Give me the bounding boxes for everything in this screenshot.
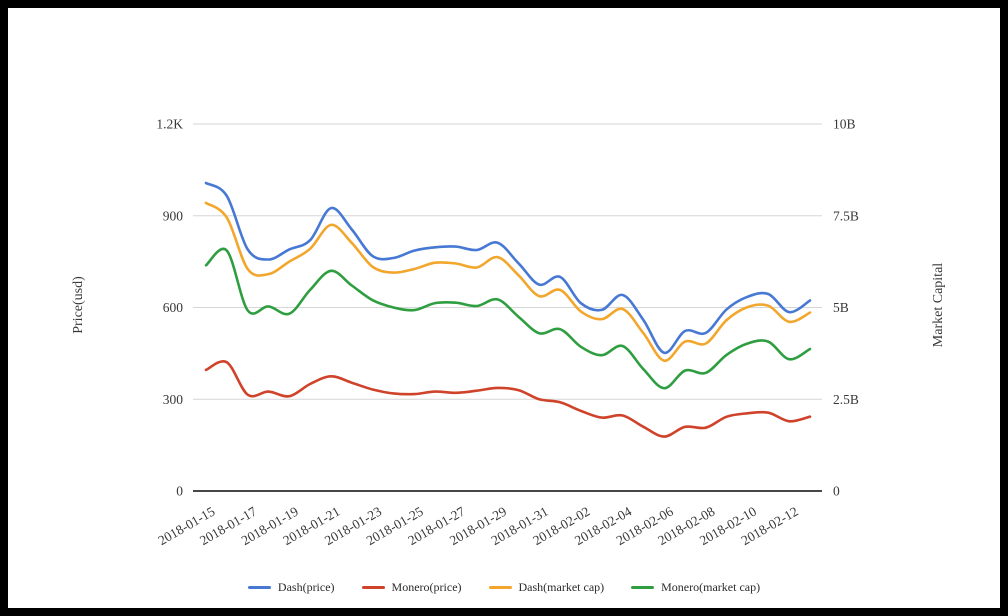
y-tick-label-left: 0 — [176, 484, 183, 499]
legend-swatch-monero-price — [361, 586, 385, 589]
legend-swatch-monero-market-cap — [631, 586, 655, 589]
legend-label: Dash(price) — [277, 580, 335, 594]
right-axis-title: Market Capital — [931, 262, 946, 348]
legend-swatch-dash-price — [247, 586, 271, 589]
y-tick-label-right: 5B — [833, 300, 849, 315]
y-tick-label-right: 7.5B — [833, 208, 859, 223]
y-tick-label-left: 900 — [163, 208, 184, 223]
series-line-monero-price — [204, 360, 812, 438]
y-tick-label-left: 1.2K — [156, 117, 183, 132]
series-line-dash-market-cap — [204, 201, 812, 362]
legend-item-monero-market-cap[interactable]: Monero(market cap) — [631, 580, 760, 595]
legend-item-dash-price[interactable]: Dash(price) — [247, 580, 335, 595]
y-tick-label-left: 600 — [163, 300, 184, 315]
series-line-monero-market-cap — [204, 247, 812, 390]
left-axis-title: Price(usd) — [71, 276, 86, 334]
legend-item-dash-market-cap[interactable]: Dash(market cap) — [488, 580, 605, 595]
legend-swatch-dash-market-cap — [488, 586, 512, 589]
legend: Dash(price) Monero(price) Dash(market cap)… — [0, 580, 1008, 595]
series-line-dash-price — [204, 181, 812, 355]
y-tick-label-right: 2.5B — [833, 392, 859, 407]
y-tick-label-right: 0 — [833, 484, 840, 499]
legend-label: Monero(market cap) — [661, 580, 761, 594]
legend-label: Monero(price) — [391, 580, 462, 594]
y-tick-label-right: 10B — [833, 117, 856, 132]
legend-label: Dash(market cap) — [518, 580, 605, 594]
y-tick-label-left: 300 — [163, 392, 184, 407]
legend-item-monero-price[interactable]: Monero(price) — [361, 580, 462, 595]
